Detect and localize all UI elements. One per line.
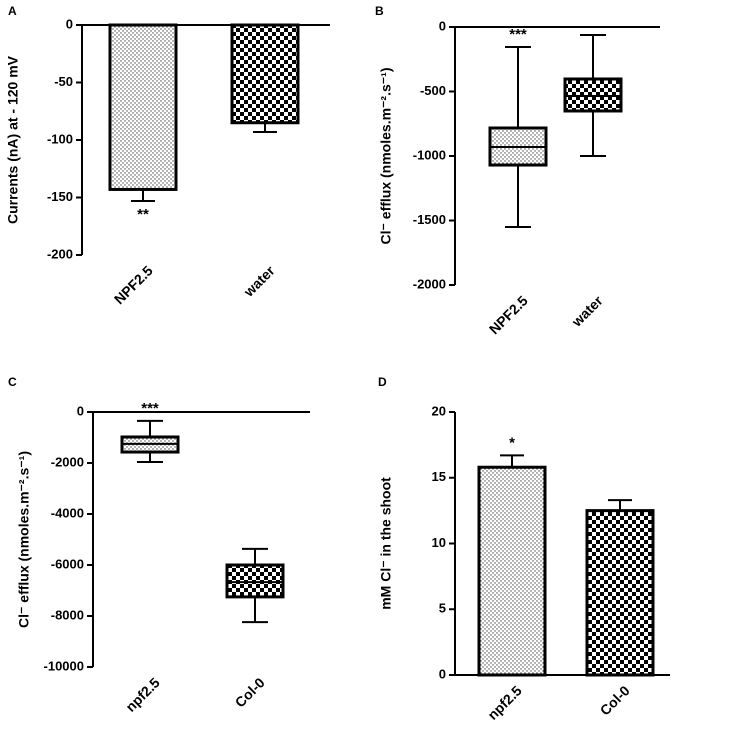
panel-label: A: [8, 4, 17, 18]
y-tick-label: -10000: [44, 658, 84, 673]
bar: [585, 509, 655, 677]
x-tick-label: npf2.5: [484, 682, 525, 723]
x-tick-label: NPF2.5: [111, 262, 156, 307]
box: [563, 77, 623, 113]
y-tick-label: -100: [47, 131, 73, 146]
box: [225, 563, 285, 599]
x-tick-label: Col-0: [597, 682, 633, 718]
y-tick-label: 20: [432, 403, 446, 418]
y-axis-label: Cl⁻ efflux (nmoles.m⁻².s⁻¹): [16, 451, 32, 628]
panel-label: D: [378, 375, 387, 389]
y-tick-label: 10: [432, 535, 446, 550]
y-tick-label: -2000: [413, 276, 446, 291]
significance: **: [137, 206, 149, 223]
y-tick-label: -1500: [413, 212, 446, 227]
y-tick-label: -1000: [413, 147, 446, 162]
x-tick-label: npf2.5: [122, 674, 163, 715]
x-tick-label: Col-0: [232, 674, 268, 710]
y-tick-label: -150: [47, 189, 73, 204]
significance: ***: [141, 400, 159, 417]
x-tick-label: NPF2.5: [486, 292, 531, 337]
bar: [108, 23, 178, 191]
significance: ***: [509, 26, 527, 43]
y-tick-label: 0: [439, 666, 446, 681]
panel-label: B: [375, 4, 384, 18]
y-tick-label: -500: [420, 83, 446, 98]
y-tick-label: 0: [66, 16, 73, 31]
y-tick-label: -50: [54, 74, 73, 89]
y-tick-label: -4000: [51, 505, 84, 520]
y-tick-label: 15: [432, 469, 446, 484]
bar: [477, 465, 547, 677]
y-tick-label: 0: [439, 18, 446, 33]
y-axis-label: mM Cl⁻ in the shoot: [378, 477, 394, 610]
y-tick-label: -200: [47, 246, 73, 261]
y-axis-label: Cl⁻ efflux (nmoles.m⁻².s⁻¹): [378, 68, 394, 245]
x-tick-label: water: [568, 292, 606, 330]
y-tick-label: 5: [439, 601, 446, 616]
y-tick-label: -8000: [51, 607, 84, 622]
panel-label: C: [8, 375, 17, 389]
y-tick-label: -6000: [51, 556, 84, 571]
y-axis-label: Currents (nA) at - 120 mV: [5, 55, 21, 224]
bar: [230, 23, 300, 125]
x-tick-label: water: [240, 262, 278, 300]
y-tick-label: 0: [77, 403, 84, 418]
y-tick-label: -2000: [51, 454, 84, 469]
significance: *: [509, 434, 515, 451]
